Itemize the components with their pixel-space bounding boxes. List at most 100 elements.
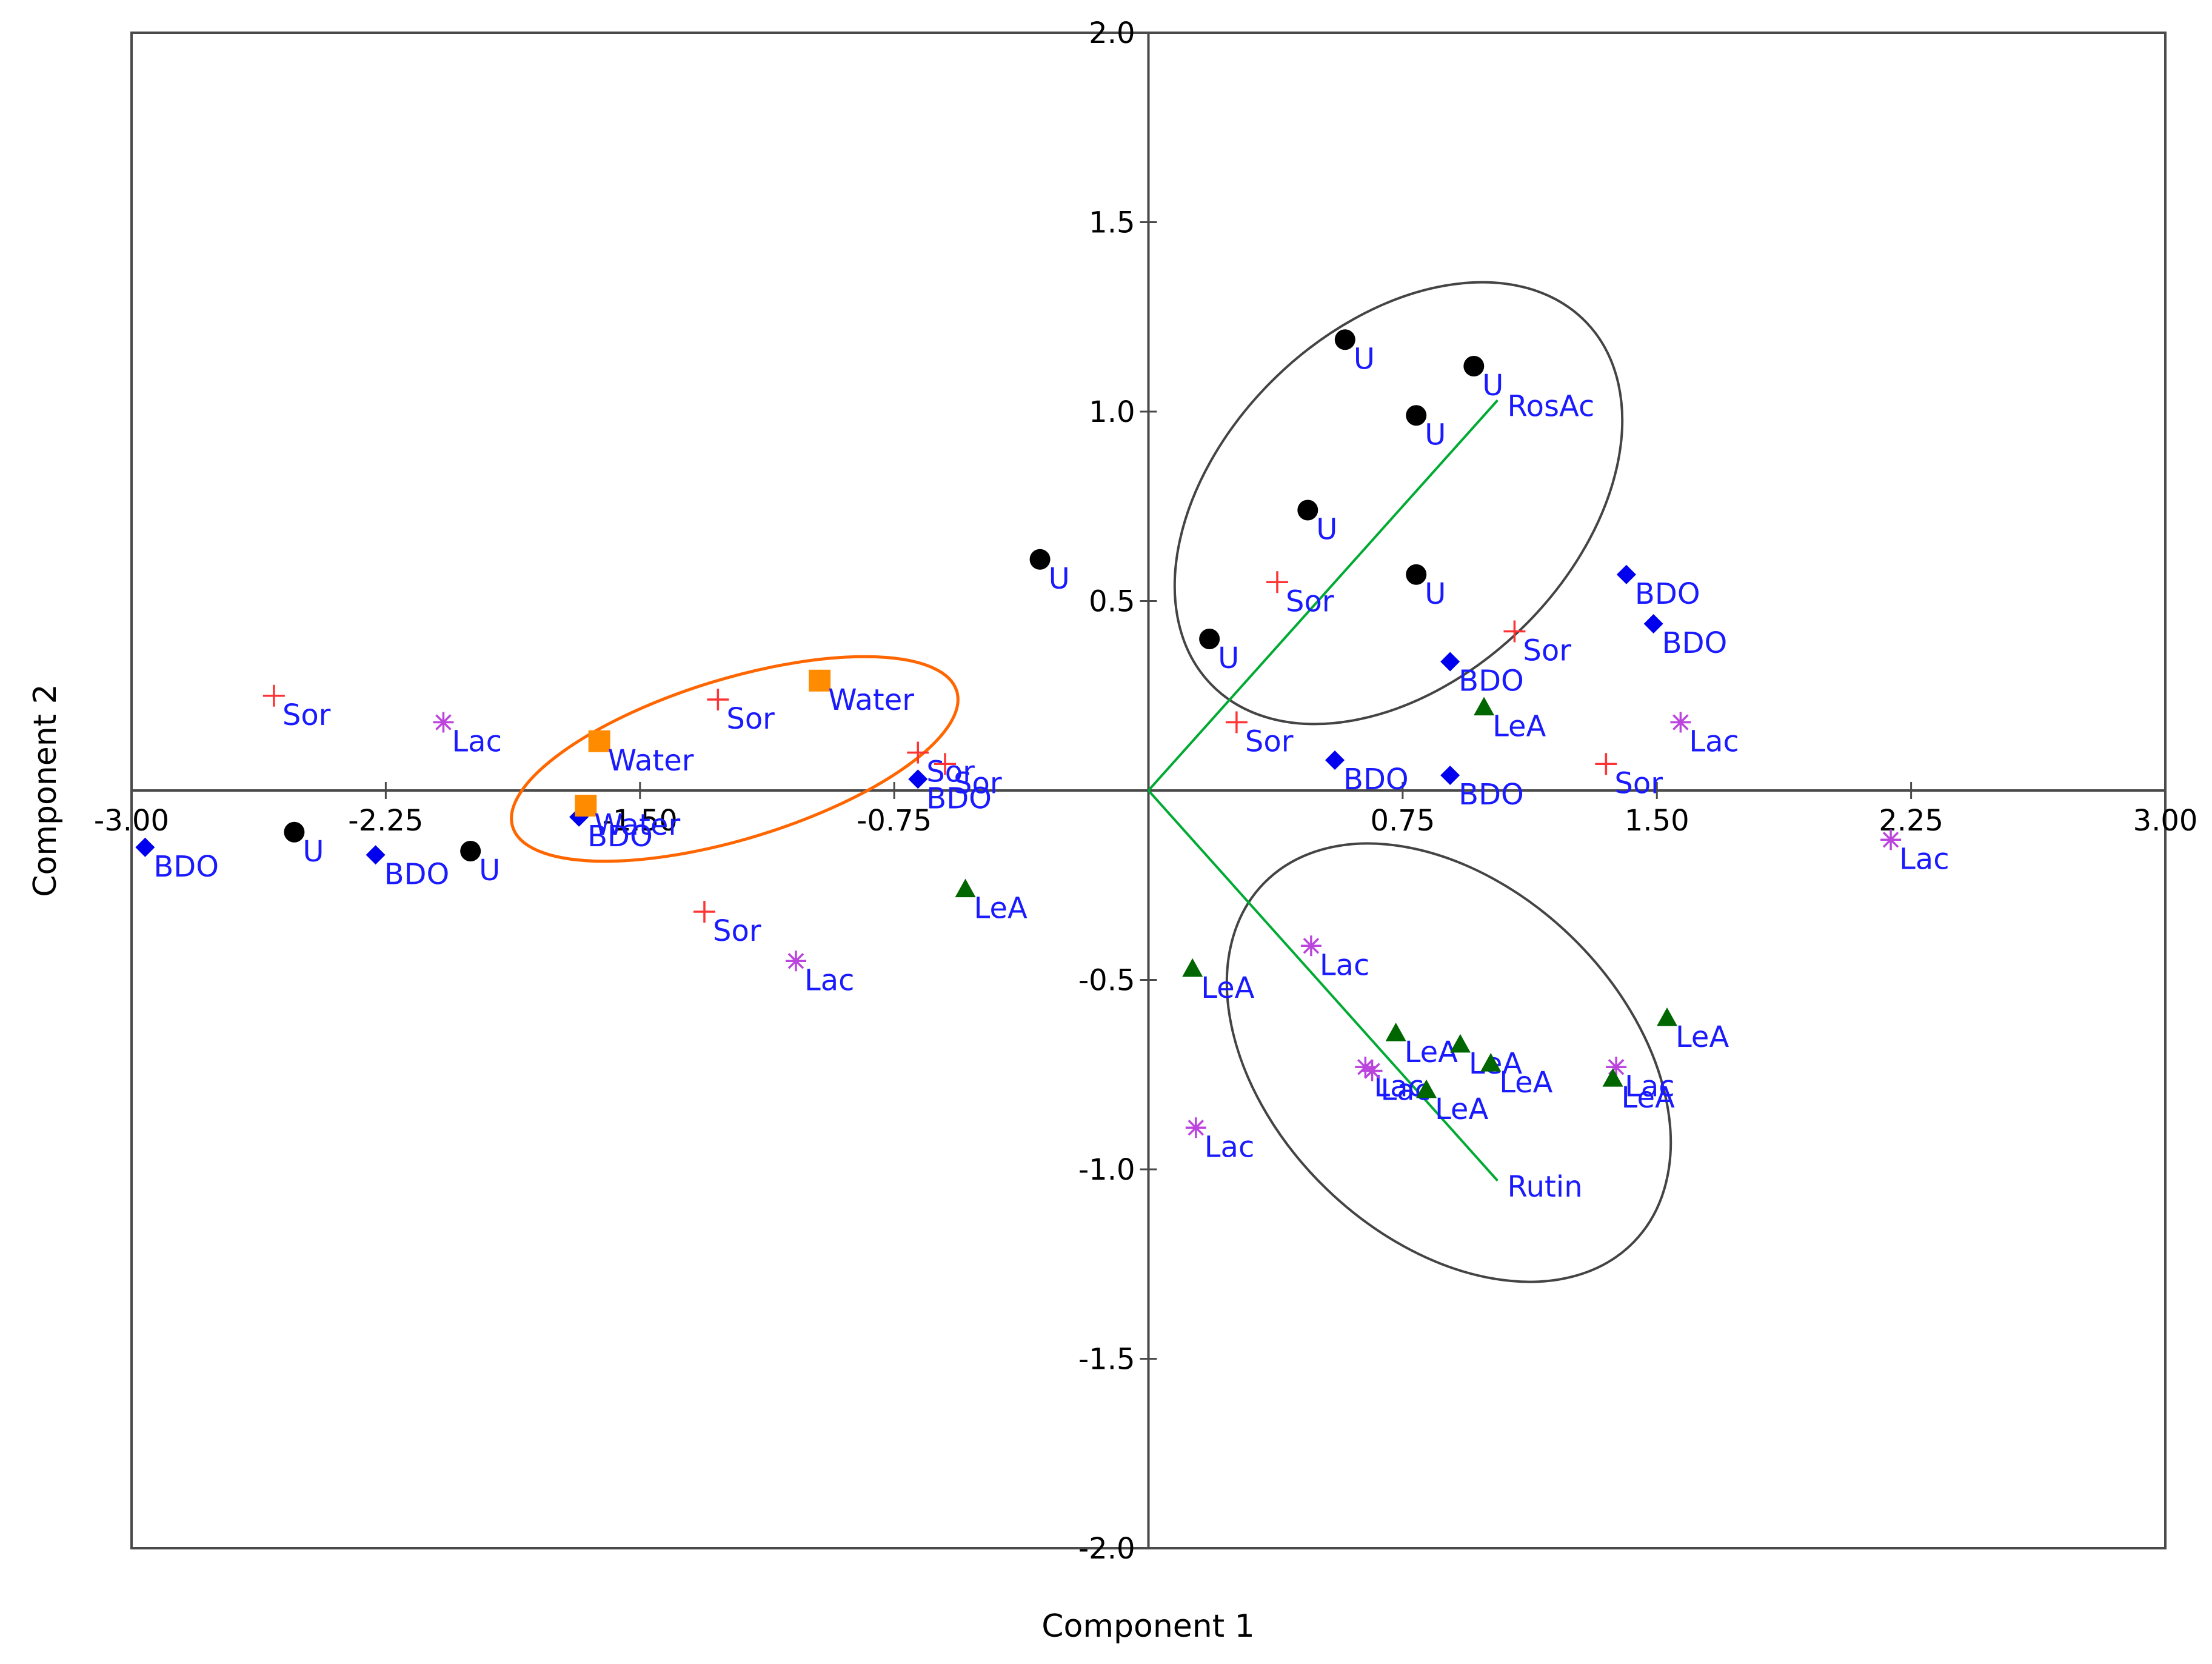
point-bdo: BDO <box>1325 750 1409 797</box>
point-label: Lac <box>452 725 502 759</box>
asterisk-marker <box>1185 1117 1206 1138</box>
point-label: Lac <box>1205 1130 1255 1164</box>
point-lac: Lac <box>1185 1117 1255 1164</box>
triangle-marker <box>1449 1034 1471 1053</box>
point-lea: LeA <box>1385 1023 1458 1069</box>
point-lac: Lac <box>1606 1057 1675 1103</box>
point-lac: Lac <box>1355 1057 1424 1103</box>
point-sor: Sor <box>907 741 975 789</box>
point-sor: Sor <box>1503 620 1571 668</box>
point-label: U <box>302 835 324 869</box>
point-u: U <box>284 821 324 869</box>
asterisk-marker <box>1362 1060 1383 1081</box>
x-tick-label: 3.00 <box>2133 804 2198 838</box>
point-label: U <box>1425 418 1446 452</box>
diamond-marker <box>1440 766 1460 785</box>
diamond-marker <box>908 769 928 789</box>
point-label: LeA <box>974 892 1027 926</box>
circle-marker <box>460 841 481 861</box>
circle-marker <box>284 821 305 843</box>
plus-marker <box>707 689 729 710</box>
point-label: Sor <box>726 702 775 736</box>
point-label: Lac <box>1320 948 1370 982</box>
plus-marker <box>1225 711 1248 733</box>
point-sor: Sor <box>1225 711 1294 759</box>
point-lac: Lac <box>785 951 855 997</box>
point-lac: Lac <box>433 712 502 759</box>
loading-line-rutin <box>1148 789 1499 1182</box>
point-label: LeA <box>1622 1081 1675 1115</box>
point-label: Sor <box>954 766 1002 800</box>
asterisk-marker <box>1606 1057 1627 1078</box>
point-label: Sor <box>282 698 331 732</box>
asterisk-marker <box>1670 712 1691 733</box>
point-label: Sor <box>713 914 761 948</box>
point-label: LeA <box>1676 1020 1729 1054</box>
point-label: Water <box>594 808 680 842</box>
point-label: U <box>479 854 500 887</box>
point-lea: LeA <box>1602 1068 1675 1115</box>
plus-marker <box>934 753 956 775</box>
point-label: U <box>1218 641 1239 675</box>
point-u: U <box>1334 329 1375 376</box>
u-group-ellipse <box>1173 281 1624 726</box>
circle-marker <box>1406 564 1427 585</box>
diamond-marker <box>135 837 155 857</box>
point-bdo: BDO <box>1440 652 1524 698</box>
point-label: Sor <box>1245 725 1294 759</box>
point-u: U <box>1406 564 1446 611</box>
point-u: U <box>460 841 500 887</box>
plus-marker <box>262 684 285 707</box>
asterisk-marker <box>1355 1057 1376 1078</box>
point-lea: LeA <box>1449 1034 1522 1081</box>
lea-group-ellipse <box>1225 842 1672 1283</box>
triangle-marker <box>955 878 976 898</box>
point-label: U <box>1354 342 1375 376</box>
y-tick-label: 1.5 <box>1089 206 1135 240</box>
y-tick-label: -2.0 <box>1078 1532 1135 1566</box>
circle-marker <box>1029 549 1051 570</box>
y-tick-label: 0.5 <box>1089 585 1135 619</box>
loading-vectors: RosAc Rutin <box>1148 389 1594 1204</box>
x-tick-label: 0.75 <box>1370 804 1435 838</box>
point-bdo: BDO <box>1643 614 1727 660</box>
square-marker <box>588 730 610 752</box>
point-sor: Sor <box>693 901 761 948</box>
triangle-marker <box>1480 1053 1502 1072</box>
point-bdo: BDO <box>366 845 450 891</box>
point-label: LeA <box>1435 1092 1488 1126</box>
diamond-marker <box>1440 652 1460 672</box>
asterisk-marker <box>1300 935 1322 957</box>
point-label: Sor <box>1523 634 1571 668</box>
point-label: LeA <box>1201 971 1254 1005</box>
circle-marker <box>1297 500 1318 521</box>
point-bdo: BDO <box>1616 564 1700 611</box>
point-water: Water <box>809 669 914 717</box>
x-tick-label: -1.50 <box>603 804 678 838</box>
loading-line-rosac <box>1148 399 1499 792</box>
point-label: U <box>1049 562 1070 596</box>
y-tick-label: -1.5 <box>1078 1343 1135 1377</box>
y-tick-label: 1.0 <box>1089 395 1135 429</box>
point-label: Water <box>608 744 694 778</box>
circle-marker <box>1334 329 1355 350</box>
point-label: BDO <box>587 820 653 854</box>
point-sor: Sor <box>934 753 1002 800</box>
x-axis-title: Component 1 <box>1041 1608 1255 1645</box>
asterisk-marker <box>433 712 454 733</box>
diamond-marker <box>1325 750 1345 770</box>
point-lac: Lac <box>1300 935 1370 982</box>
point-lea: LeA <box>1474 697 1546 744</box>
point-label: Water <box>828 683 914 717</box>
point-sor: Sor <box>262 684 331 732</box>
point-u: U <box>1199 629 1239 675</box>
point-label: LeA <box>1405 1035 1458 1069</box>
point-label: U <box>1482 369 1503 403</box>
y-tick-label: -0.5 <box>1078 964 1135 998</box>
x-tick-label: -2.25 <box>348 804 423 838</box>
plus-marker <box>1595 753 1617 775</box>
point-label: BDO <box>384 857 450 891</box>
point-label: U <box>1425 577 1446 611</box>
point-label: LeA <box>1499 1066 1552 1100</box>
